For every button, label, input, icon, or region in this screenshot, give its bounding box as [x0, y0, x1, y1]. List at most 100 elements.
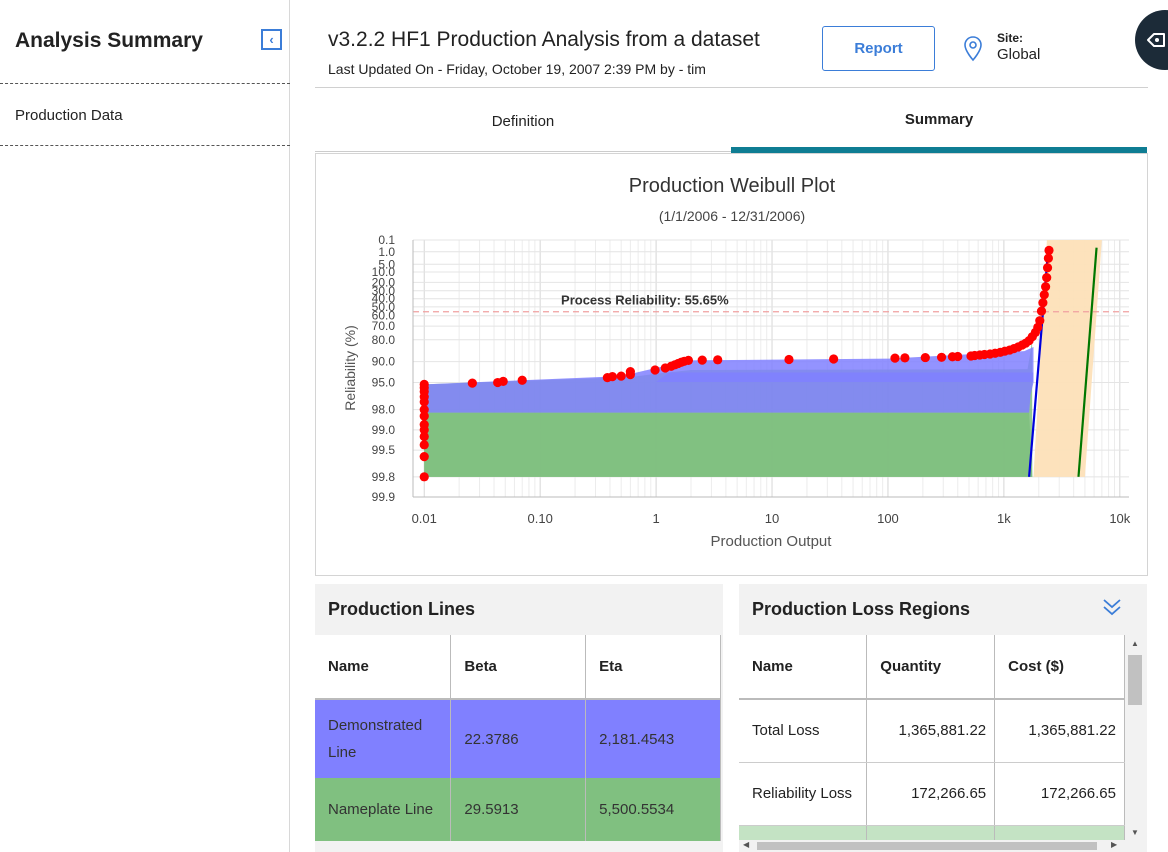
x-tick-label: 1	[652, 511, 659, 526]
region-name-cell: Total Loss	[739, 699, 868, 763]
table-row[interactable]: Reliability Loss 172,266.65 172,266.65	[739, 762, 1125, 826]
y-tick-label: 80.0	[372, 333, 396, 347]
quantity-cell	[866, 825, 996, 840]
data-point	[419, 431, 429, 442]
y-tick-label: 0.1	[378, 233, 395, 247]
y-tick-label: 60.0	[372, 309, 396, 323]
cost-cell: 172,266.65	[994, 762, 1125, 826]
nameplate-line	[1077, 247, 1098, 477]
vertical-scrollbar[interactable]: ▲ ▼	[1125, 635, 1145, 840]
beta-cell: 22.3786	[450, 699, 587, 778]
chart-subtitle: (1/1/2006 - 12/31/2006)	[659, 208, 805, 224]
y-tick-label: 98.0	[372, 403, 396, 417]
chevron-double-down-icon[interactable]	[1101, 597, 1123, 617]
eta-cell: 2,181.4543	[585, 699, 721, 778]
scroll-right-icon[interactable]: ▶	[1111, 840, 1118, 849]
data-point	[607, 371, 618, 382]
data-point	[1043, 253, 1053, 263]
sidebar-item-production-data[interactable]: Production Data	[15, 107, 123, 124]
data-point	[419, 452, 429, 462]
last-updated-text: Last Updated On - Friday, October 19, 20…	[328, 61, 706, 77]
sidebar-title: Analysis Summary	[15, 29, 203, 52]
data-point	[829, 354, 839, 364]
scrollbar-thumb[interactable]	[1128, 655, 1142, 705]
sidebar: Analysis Summary ‹ Production Data	[0, 0, 290, 852]
demonstrated-region	[656, 372, 1034, 382]
process-reliability-label: Process Reliability: 55.65%	[561, 293, 729, 308]
data-point	[419, 472, 429, 482]
data-point	[616, 371, 626, 381]
x-tick-label: 10k	[1109, 511, 1130, 526]
data-point	[683, 355, 694, 366]
y-tick-label: 99.5	[372, 443, 396, 457]
data-point	[1035, 316, 1045, 326]
y-tick-label: 99.0	[372, 423, 396, 437]
site-value[interactable]: Global	[997, 46, 1041, 63]
tab-summary[interactable]: Summary	[731, 92, 1147, 153]
data-point	[784, 354, 794, 365]
y-axis-label: Reliability (%)	[342, 325, 358, 411]
table-row[interactable]: Nameplate Line 29.5913 5,500.5534	[315, 778, 721, 841]
region-name-cell: Reliability Loss	[739, 762, 868, 826]
table-row[interactable]	[739, 825, 1125, 840]
production-lines-panel: Production Lines Name Beta Eta Demonstra…	[315, 584, 723, 852]
scrollbar-thumb[interactable]	[757, 842, 1097, 850]
cost-cell	[994, 825, 1125, 840]
y-tick-label: 70.0	[372, 319, 396, 333]
line-name-cell: Nameplate Line	[315, 778, 452, 841]
tab-definition[interactable]: Definition	[315, 92, 731, 152]
column-header-eta[interactable]: Eta	[585, 635, 721, 700]
column-header-name[interactable]: Name	[739, 635, 868, 700]
y-tick-label: 40.0	[372, 292, 396, 306]
data-point	[1042, 263, 1053, 273]
nameplate-region	[424, 412, 1033, 477]
horizontal-scrollbar[interactable]: ◀ ▶	[739, 840, 1145, 852]
loss-regions-panel: Production Loss Regions Name Quantity Co…	[739, 584, 1147, 852]
data-point	[467, 378, 477, 388]
y-tick-label: 1.0	[378, 245, 395, 259]
eta-cell: 5,500.5534	[585, 778, 721, 841]
loss-regions-scroll-area[interactable]: Name Quantity Cost ($) Total Loss 1,365,…	[739, 635, 1125, 840]
data-point	[936, 352, 947, 362]
loss-regions-title: Production Loss Regions	[752, 599, 971, 619]
y-tick-label: 5.0	[378, 257, 395, 271]
data-point	[419, 440, 429, 450]
column-header-quantity[interactable]: Quantity	[866, 635, 996, 700]
scroll-up-icon[interactable]: ▲	[1131, 639, 1139, 648]
loss-region	[1033, 240, 1102, 477]
y-tick-label: 99.9	[372, 490, 396, 504]
x-axis-label: Production Output	[711, 533, 833, 550]
site-label: Site:	[997, 31, 1024, 45]
quantity-cell: 172,266.65	[866, 762, 996, 826]
assistant-button[interactable]	[1135, 10, 1168, 70]
line-name-cell: Demonstrated Line	[315, 699, 452, 778]
data-point	[1042, 272, 1052, 283]
y-tick-label: 90.0	[372, 355, 396, 369]
x-tick-label: 0.01	[412, 511, 437, 526]
table-row[interactable]: Total Loss 1,365,881.22 1,365,881.22	[739, 699, 1125, 763]
data-point	[920, 352, 930, 363]
report-button[interactable]: Report	[822, 26, 935, 71]
scroll-left-icon[interactable]: ◀	[743, 840, 750, 849]
data-point	[953, 351, 963, 362]
data-point	[419, 411, 429, 421]
column-header-name[interactable]: Name	[315, 635, 452, 700]
weibull-chart-panel: Production Weibull Plot (1/1/2006 - 12/3…	[315, 153, 1148, 576]
divider	[0, 83, 290, 84]
table-row[interactable]: Demonstrated Line 22.3786 2,181.4543	[315, 699, 721, 778]
data-point	[625, 367, 635, 377]
production-lines-table: Name Beta Eta Demonstrated Line 22.3786 …	[315, 635, 721, 841]
assistant-icon	[1147, 33, 1165, 47]
column-header-beta[interactable]: Beta	[450, 635, 587, 700]
data-point	[498, 376, 508, 386]
column-header-cost[interactable]: Cost ($)	[994, 635, 1125, 700]
data-point	[713, 355, 723, 365]
x-tick-label: 1k	[997, 511, 1011, 526]
y-tick-label: 50.0	[372, 300, 396, 314]
data-point	[1044, 245, 1054, 256]
region-name-cell	[739, 825, 868, 840]
data-point	[650, 365, 660, 375]
scroll-down-icon[interactable]: ▼	[1131, 828, 1139, 837]
collapse-sidebar-button[interactable]: ‹	[261, 29, 282, 50]
x-tick-label: 10	[765, 511, 779, 526]
